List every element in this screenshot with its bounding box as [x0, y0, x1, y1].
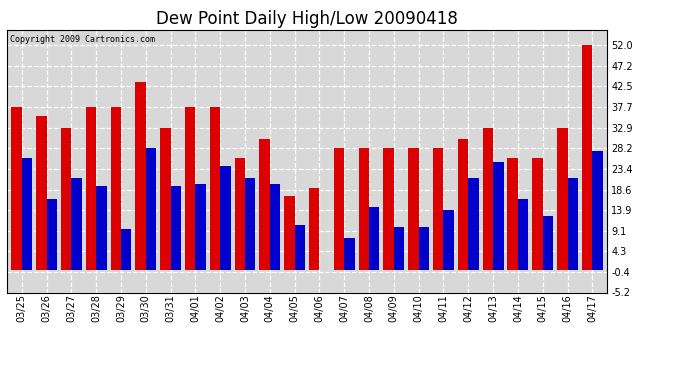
Bar	[384, 148, 394, 270]
Bar	[344, 238, 355, 270]
Bar	[170, 186, 181, 270]
Bar	[309, 188, 319, 270]
Bar	[185, 107, 195, 270]
Bar	[71, 178, 82, 270]
Bar	[359, 148, 369, 270]
Bar	[592, 151, 603, 270]
Bar	[493, 162, 504, 270]
Bar	[96, 186, 107, 270]
Bar	[469, 178, 479, 270]
Bar	[295, 225, 305, 270]
Bar	[11, 107, 22, 270]
Bar	[245, 178, 255, 270]
Bar	[110, 107, 121, 270]
Bar	[444, 210, 454, 270]
Bar	[235, 158, 245, 270]
Bar	[483, 128, 493, 270]
Bar	[557, 128, 567, 270]
Bar	[458, 140, 469, 270]
Bar	[146, 148, 156, 270]
Bar	[567, 178, 578, 270]
Bar	[61, 128, 71, 270]
Bar	[86, 107, 96, 270]
Bar	[419, 227, 429, 270]
Bar	[36, 116, 47, 270]
Bar	[408, 148, 419, 270]
Bar	[334, 148, 344, 270]
Bar	[369, 207, 380, 270]
Bar	[433, 148, 444, 270]
Bar	[210, 107, 220, 270]
Bar	[284, 196, 295, 270]
Bar	[259, 140, 270, 270]
Bar	[582, 45, 592, 270]
Bar	[270, 183, 280, 270]
Bar	[394, 227, 404, 270]
Bar	[121, 229, 131, 270]
Bar	[135, 82, 146, 270]
Text: Copyright 2009 Cartronics.com: Copyright 2009 Cartronics.com	[10, 35, 155, 44]
Title: Dew Point Daily High/Low 20090418: Dew Point Daily High/Low 20090418	[156, 10, 458, 28]
Bar	[160, 128, 170, 270]
Bar	[195, 183, 206, 270]
Bar	[532, 158, 543, 270]
Bar	[507, 158, 518, 270]
Bar	[543, 216, 553, 270]
Bar	[47, 199, 57, 270]
Bar	[22, 158, 32, 270]
Bar	[518, 199, 529, 270]
Bar	[220, 166, 230, 270]
